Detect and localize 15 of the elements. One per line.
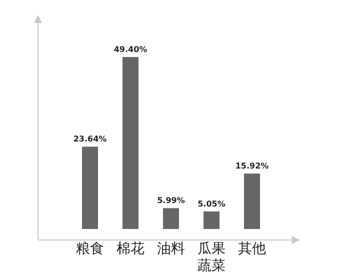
data-label: 23.64%: [73, 134, 107, 144]
data-label: 15.92%: [235, 162, 269, 171]
bar: [122, 57, 138, 229]
data-label: 49.40%: [114, 45, 148, 54]
x-tick-label: 瓜果蔬菜: [198, 241, 226, 273]
data-label: 5.05%: [198, 199, 226, 208]
x-tick-label: 粮食: [76, 241, 104, 257]
x-tick-label: 棉花: [116, 241, 144, 257]
bar: [244, 174, 260, 229]
x-tick-label: 油料: [157, 241, 185, 257]
data-label: 5.99%: [157, 196, 185, 206]
x-tick-label: 其他: [238, 241, 266, 257]
bar: [163, 208, 179, 229]
bar: [82, 146, 98, 229]
bar: [204, 211, 220, 229]
